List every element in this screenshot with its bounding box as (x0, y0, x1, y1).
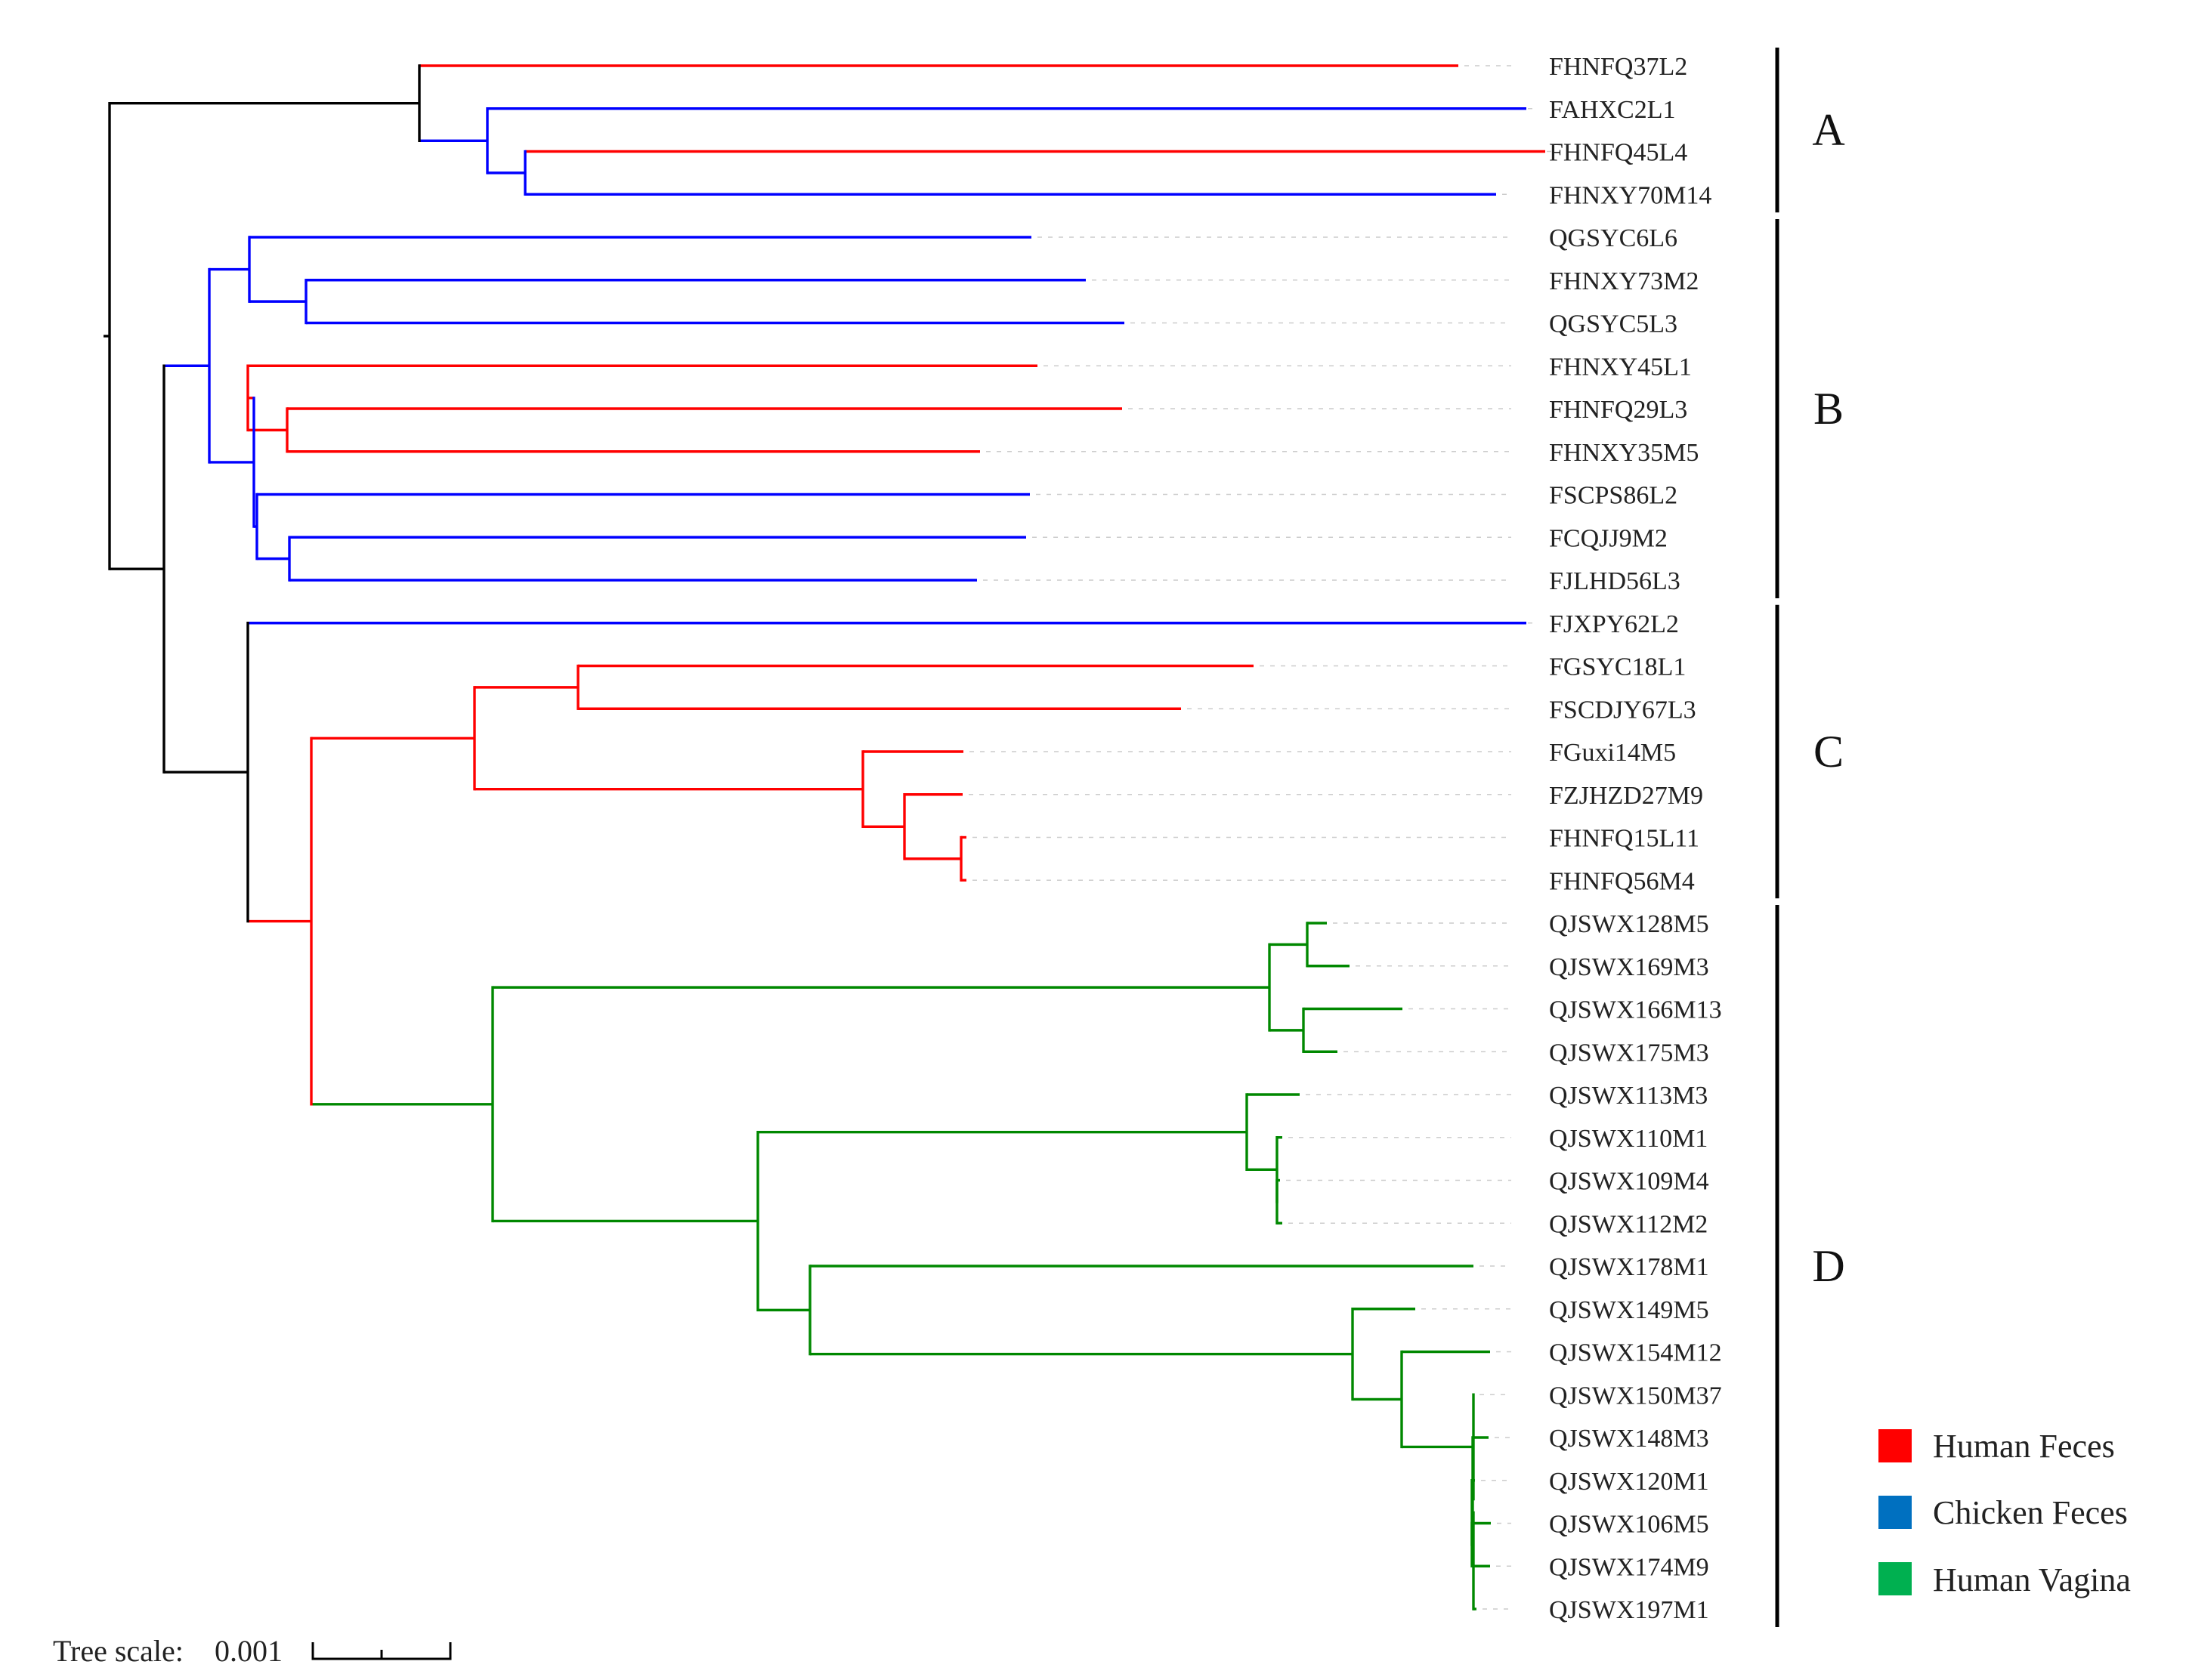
legend-swatch-human-feces (1878, 1429, 1912, 1462)
leaf-label: FHNXY35M5 (1549, 439, 1699, 467)
leaf-label: FHNFQ29L3 (1549, 396, 1687, 424)
tree-scale-label: Tree scale: (53, 1634, 184, 1668)
leaf-label: QJSWX113M3 (1549, 1082, 1708, 1110)
leaf-label: FZJHZD27M9 (1549, 782, 1703, 810)
leaf-guide-lines (969, 65, 1551, 1610)
leaf-label: QJSWX175M3 (1549, 1039, 1709, 1067)
tree-branches (104, 64, 1545, 1611)
leaf-label: QJSWX178M1 (1549, 1253, 1709, 1281)
leaf-label: QJSWX150M37 (1549, 1382, 1722, 1410)
leaf-label: QJSWX109M4 (1549, 1168, 1709, 1196)
legend-label-human-vagina: Human Vagina (1933, 1561, 2131, 1598)
leaf-label: FSCPS86L2 (1549, 482, 1677, 510)
legend-item-human-feces: Human Feces (1878, 1428, 2115, 1465)
tree-scale: Tree scale: 0.001 (53, 1634, 452, 1668)
leaf-label: FHNFQ15L11 (1549, 825, 1699, 853)
leaf-label: QJSWX148M3 (1549, 1425, 1709, 1453)
clade-label-a: A (1812, 105, 1844, 155)
leaf-label: FSCDJY67L3 (1549, 696, 1696, 724)
legend-item-human-vagina: Human Vagina (1878, 1561, 2131, 1598)
leaf-label: QJSWX149M5 (1549, 1296, 1709, 1324)
leaf-label: QJSWX197M1 (1549, 1596, 1709, 1624)
leaf-label: QJSWX154M12 (1549, 1339, 1722, 1367)
leaf-label: QJSWX110M1 (1549, 1125, 1708, 1153)
tree-scale-value: 0.001 (215, 1634, 283, 1668)
leaf-label: FGSYC18L1 (1549, 653, 1686, 681)
leaf-labels: FHNFQ37L2 FAHXC2L1 FHNFQ45L4 FHNXY70M14 QGSY… (1549, 53, 1722, 1624)
leaf-label: QJSWX106M5 (1549, 1511, 1709, 1539)
leaf-label: FHNFQ56M4 (1549, 867, 1695, 895)
legend-item-chicken-feces: Chicken Feces (1878, 1494, 2128, 1531)
legend-swatch-human-vagina (1878, 1562, 1912, 1595)
leaf-label: QJSWX112M2 (1549, 1210, 1708, 1238)
clade-label-c: C (1813, 727, 1844, 777)
leaf-label: QJSWX169M3 (1549, 953, 1709, 981)
leaf-label: QGSYC5L3 (1549, 310, 1677, 338)
clade-label-d: D (1812, 1241, 1844, 1291)
leaf-label: FJLHD56L3 (1549, 567, 1680, 595)
leaf-label: FHNFQ37L2 (1549, 53, 1687, 81)
legend-label-human-feces: Human Feces (1933, 1428, 2115, 1465)
clade-brackets: A B C D (1775, 48, 1845, 1627)
tree-scale-bar (311, 1642, 452, 1660)
leaf-label: FHNXY73M2 (1549, 267, 1699, 295)
leaf-label: QGSYC6L6 (1549, 224, 1677, 252)
leaf-label: FHNXY45L1 (1549, 353, 1692, 381)
legend-swatch-chicken-feces (1878, 1496, 1912, 1529)
leaf-label: FHNXY70M14 (1549, 181, 1711, 209)
leaf-label: FJXPY62L2 (1549, 610, 1679, 638)
clade-label-b: B (1813, 384, 1844, 434)
leaf-label: QJSWX120M1 (1549, 1468, 1709, 1496)
leaf-label: FCQJJ9M2 (1549, 524, 1668, 552)
legend: Human Feces Chicken Feces Human Vagina (1878, 1428, 2131, 1598)
leaf-label: QJSWX128M5 (1549, 910, 1709, 938)
leaf-label: FHNFQ45L4 (1549, 139, 1687, 167)
leaf-label: FGuxi14M5 (1549, 739, 1676, 767)
leaf-label: QJSWX166M13 (1549, 996, 1722, 1024)
leaf-label: FAHXC2L1 (1549, 96, 1676, 124)
leaf-label: QJSWX174M9 (1549, 1553, 1709, 1581)
legend-label-chicken-feces: Chicken Feces (1933, 1494, 2128, 1531)
